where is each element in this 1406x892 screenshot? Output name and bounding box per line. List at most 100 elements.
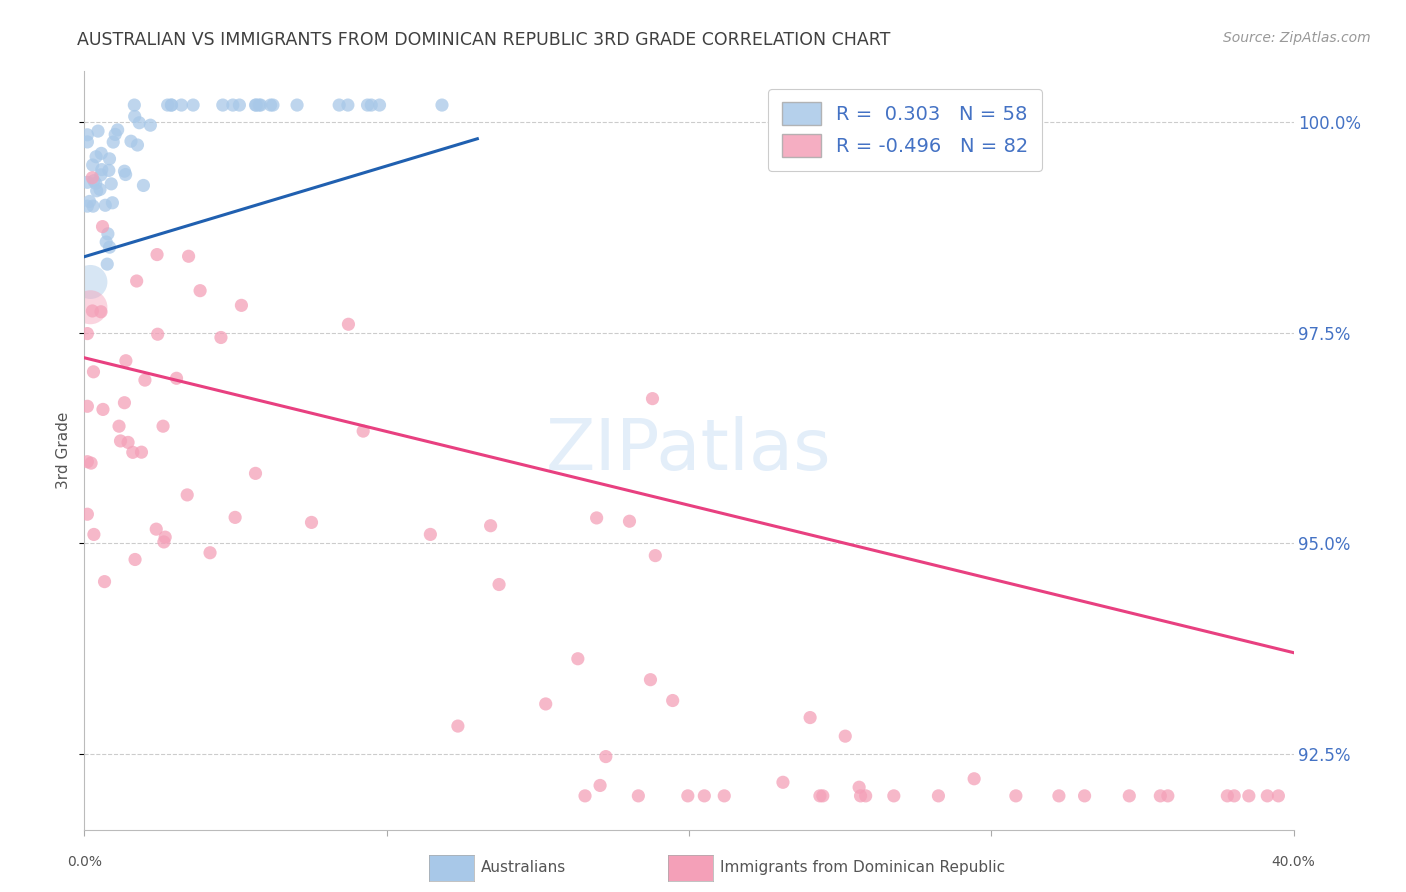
Point: [124, 110, 146, 124]
Point: [114, 395, 136, 409]
Point: [98, 240, 121, 254]
Point: [849, 789, 872, 803]
Point: [96, 257, 118, 271]
Point: [222, 98, 245, 112]
Point: [1118, 789, 1140, 803]
Point: [121, 445, 143, 459]
Text: Source: ZipAtlas.com: Source: ZipAtlas.com: [1223, 31, 1371, 45]
Point: [160, 98, 183, 112]
Point: [262, 98, 284, 112]
Point: [91, 219, 114, 234]
Point: [848, 780, 870, 795]
Point: [100, 177, 122, 191]
Point: [574, 789, 596, 803]
Point: [247, 98, 270, 112]
Point: [963, 772, 986, 786]
Point: [595, 749, 617, 764]
Point: [132, 178, 155, 193]
Point: [91, 402, 114, 417]
Point: [124, 98, 146, 112]
Point: [125, 274, 148, 288]
Point: [90, 162, 112, 177]
Point: [1267, 789, 1289, 803]
Point: [79, 194, 101, 209]
Point: [337, 318, 360, 332]
Point: [153, 535, 176, 549]
Point: [488, 577, 510, 591]
Point: [128, 116, 150, 130]
Point: [808, 789, 831, 803]
Point: [87, 124, 110, 138]
Point: [1157, 789, 1180, 803]
Point: [82, 199, 104, 213]
Point: [640, 673, 662, 687]
Point: [356, 98, 378, 112]
Point: [146, 247, 169, 261]
Text: 0.0%: 0.0%: [67, 855, 101, 869]
Point: [101, 195, 124, 210]
Point: [117, 435, 139, 450]
Point: [328, 98, 350, 112]
Point: [1149, 789, 1171, 803]
Point: [76, 507, 98, 521]
Text: AUSTRALIAN VS IMMIGRANTS FROM DOMINICAN REPUBLIC 3RD GRADE CORRELATION CHART: AUSTRALIAN VS IMMIGRANTS FROM DOMINICAN …: [77, 31, 891, 49]
Point: [146, 327, 169, 342]
Y-axis label: 3rd Grade: 3rd Grade: [56, 412, 72, 489]
Point: [145, 522, 167, 536]
Point: [107, 123, 129, 137]
Point: [104, 128, 127, 142]
Point: [834, 729, 856, 743]
Point: [153, 530, 176, 544]
Point: [259, 98, 281, 112]
Point: [209, 330, 232, 344]
Point: [419, 527, 441, 541]
Point: [368, 98, 391, 112]
Point: [231, 298, 253, 312]
Text: 40.0%: 40.0%: [1271, 855, 1316, 869]
Point: [156, 98, 179, 112]
Point: [285, 98, 308, 112]
Point: [98, 152, 121, 166]
Point: [96, 235, 118, 249]
Point: [641, 392, 664, 406]
Point: [80, 456, 103, 470]
Text: Immigrants from Dominican Republic: Immigrants from Dominican Republic: [720, 860, 1005, 874]
Point: [90, 305, 112, 319]
Point: [883, 789, 905, 803]
Point: [76, 399, 98, 413]
Point: [585, 511, 607, 525]
Point: [676, 789, 699, 803]
Point: [89, 182, 111, 196]
Point: [82, 365, 104, 379]
Point: [160, 98, 183, 112]
Point: [76, 326, 98, 341]
Point: [360, 98, 382, 112]
Point: [799, 710, 821, 724]
Point: [115, 353, 138, 368]
Point: [114, 164, 136, 178]
Legend: R =  0.303   N = 58, R = -0.496   N = 82: R = 0.303 N = 58, R = -0.496 N = 82: [768, 88, 1042, 170]
Point: [76, 128, 98, 142]
Point: [188, 284, 211, 298]
Point: [927, 789, 949, 803]
Point: [661, 693, 683, 707]
Point: [713, 789, 735, 803]
Point: [131, 445, 153, 459]
Point: [447, 719, 470, 733]
Point: [124, 552, 146, 566]
Point: [211, 98, 233, 112]
Point: [84, 150, 107, 164]
Point: [86, 184, 108, 198]
Point: [93, 574, 115, 589]
Point: [1005, 789, 1028, 803]
Point: [170, 98, 193, 112]
Point: [108, 419, 131, 434]
Point: [249, 98, 271, 112]
Point: [82, 158, 104, 172]
Point: [76, 455, 98, 469]
Point: [82, 170, 104, 185]
Point: [811, 789, 834, 803]
Point: [430, 98, 453, 112]
Point: [97, 163, 120, 178]
Point: [1073, 789, 1095, 803]
